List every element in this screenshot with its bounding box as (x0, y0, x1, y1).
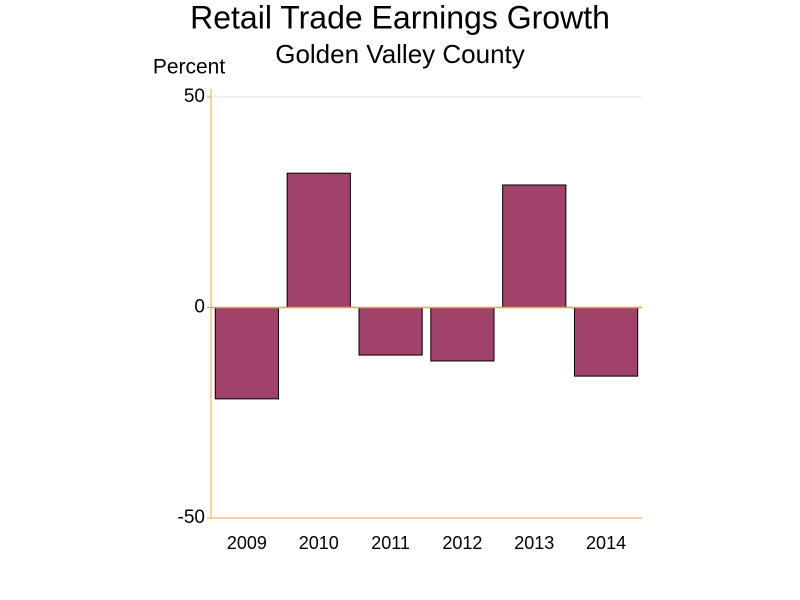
y-tick-label: -50 (178, 507, 205, 528)
bar (573, 307, 639, 377)
x-tick-label: 2012 (442, 533, 482, 553)
x-tick-label: 2013 (514, 533, 554, 553)
bar (358, 307, 423, 356)
x-tick-label: 2010 (299, 533, 339, 553)
x-tick-label: 2009 (227, 533, 267, 553)
chart-title: Retail Trade Earnings Growth (190, 0, 610, 35)
y-axis-label: Percent (153, 56, 226, 79)
chart-subtitle: Golden Valley County (275, 39, 525, 69)
bar (214, 307, 280, 400)
bar (430, 307, 495, 362)
y-tick-label: 0 (194, 297, 205, 318)
y-tick-label: 50 (184, 86, 205, 107)
x-tick-label: 2014 (586, 533, 626, 553)
x-tick-label: 2011 (371, 533, 410, 553)
bar (502, 184, 567, 308)
bar (286, 172, 351, 308)
